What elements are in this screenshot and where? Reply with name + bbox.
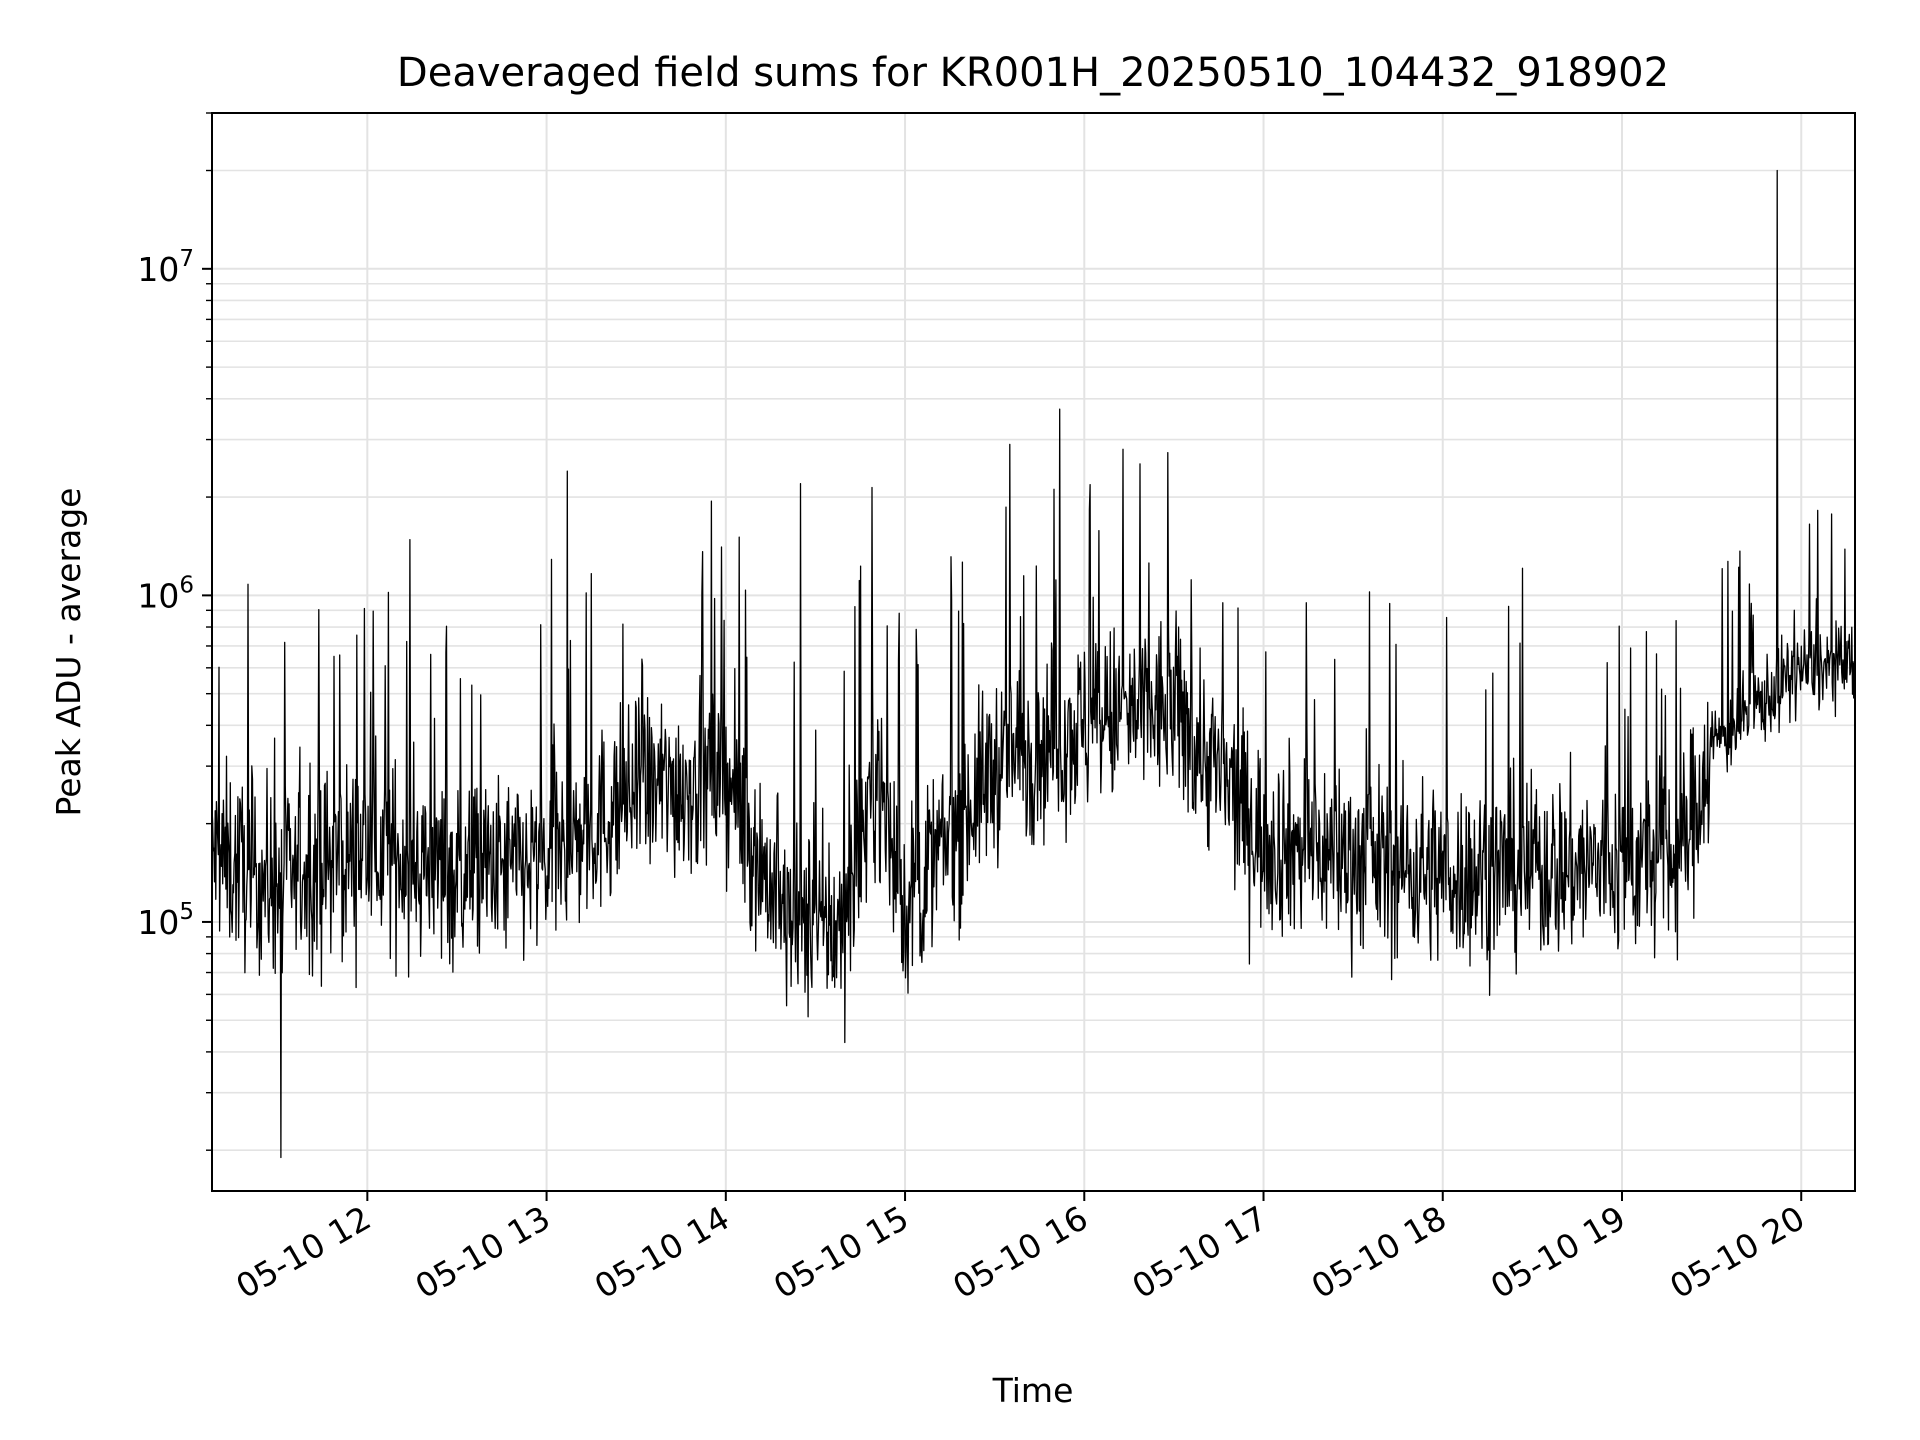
y-axis-label: Peak ADU - average <box>49 488 88 817</box>
plot-frame <box>211 112 1856 1192</box>
y-axis: 105 106 107 <box>137 112 212 1151</box>
y-tick-label: 105 <box>137 899 194 942</box>
y-tick-label: 107 <box>137 246 194 289</box>
x-axis-label: Time <box>992 1371 1074 1410</box>
series-group <box>211 169 1856 1159</box>
chart-title: Deaveraged field sums for KR001H_2025051… <box>397 50 1669 96</box>
series-line <box>211 169 1856 1159</box>
grid <box>212 112 1855 1191</box>
y-tick-label: 106 <box>137 572 194 615</box>
